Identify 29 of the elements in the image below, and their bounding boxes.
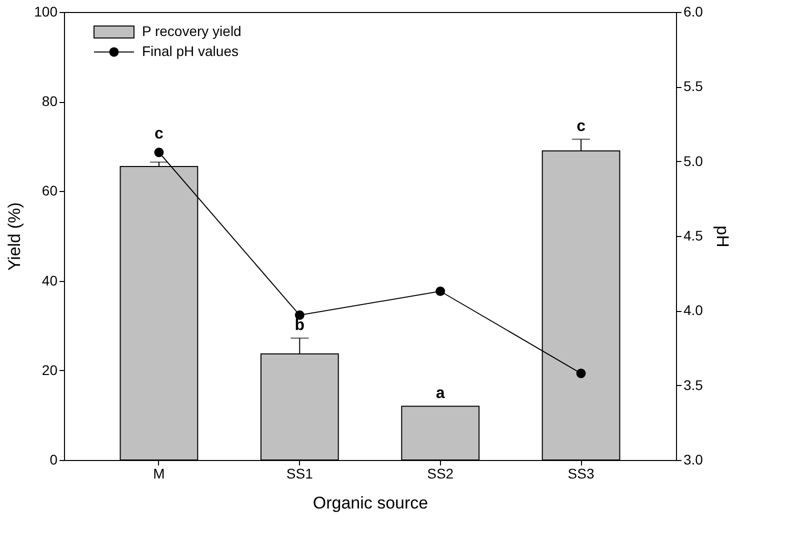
x-tick-label: SS3 [568, 466, 594, 482]
y2-tick-label: 5.0 [684, 152, 704, 169]
y2-tick-label: 4.5 [684, 228, 704, 244]
y2-tick-label: 3.0 [684, 452, 704, 468]
y-axis-title: Yield (%) [5, 202, 24, 271]
point [576, 368, 586, 378]
x-axis-title: Organic source [312, 494, 428, 512]
annotation: a [436, 385, 445, 402]
legend-label: P recovery yield [142, 23, 242, 39]
y2-axis-title: pH [712, 226, 732, 248]
legend-label: Final pH values [142, 43, 238, 59]
y-tick-label: 20 [42, 362, 58, 378]
y-tick-label: 100 [34, 4, 58, 20]
annotation: c [154, 125, 164, 142]
y2-tick-label: 5.5 [684, 78, 704, 94]
annotation: c [576, 118, 586, 136]
y2-tick-label: 6.0 [684, 4, 704, 20]
y2-tick-label: 3.5 [684, 376, 704, 393]
x-tick-label: SS2 [427, 466, 454, 482]
y-tick-label: 80 [42, 93, 58, 110]
point [154, 148, 164, 158]
y-tick-label: 0 [50, 452, 58, 468]
y-tick-label: 40 [42, 272, 58, 288]
point [436, 286, 446, 296]
y-tick-label: 60 [42, 182, 58, 199]
x-tick-label: SS1 [286, 466, 314, 482]
annotation: b [294, 317, 305, 334]
x-tick-label: M [153, 466, 165, 482]
y2-tick-label: 4.0 [684, 302, 704, 318]
